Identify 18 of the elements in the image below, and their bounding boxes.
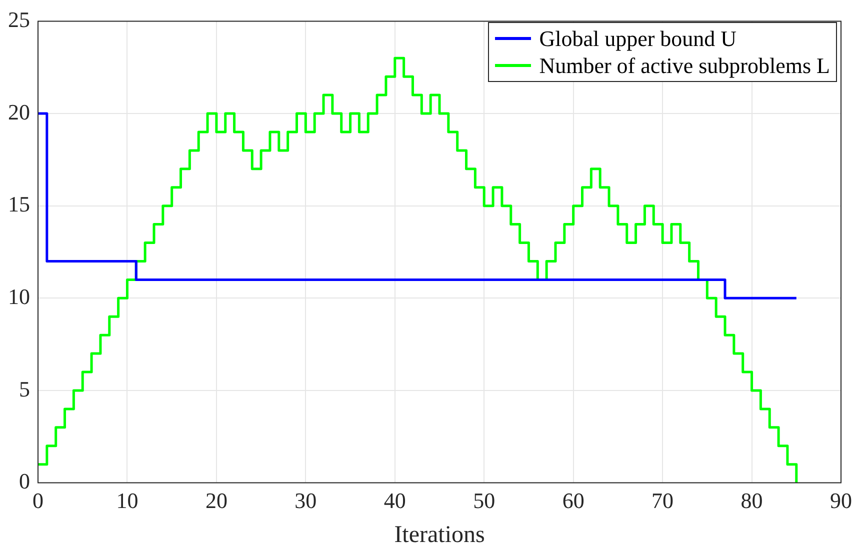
x-tick-label: 10: [116, 488, 138, 513]
x-tick-label: 30: [294, 488, 317, 513]
y-tick-label: 0: [19, 468, 30, 494]
y-tick-label: 25: [8, 6, 30, 32]
y-tick-label: 15: [8, 192, 30, 217]
x-tick-label: 20: [205, 488, 228, 513]
x-tick-label: 40: [384, 488, 406, 513]
x-tick-label: 80: [740, 488, 763, 513]
y-tick-label: 5: [19, 376, 30, 402]
y-tick-label: 20: [8, 99, 30, 124]
legend-label: Number of active subproblems L: [539, 52, 830, 79]
y-tick-label: 10: [8, 284, 30, 309]
x-tick-label: 50: [473, 488, 496, 513]
x-axis-title: Iterations: [394, 522, 485, 548]
x-tick-label: 90: [830, 488, 852, 513]
legend-label: Global upper bound U: [539, 25, 737, 52]
x-tick-label: 70: [652, 488, 674, 513]
x-tick-label: 60: [562, 488, 584, 513]
